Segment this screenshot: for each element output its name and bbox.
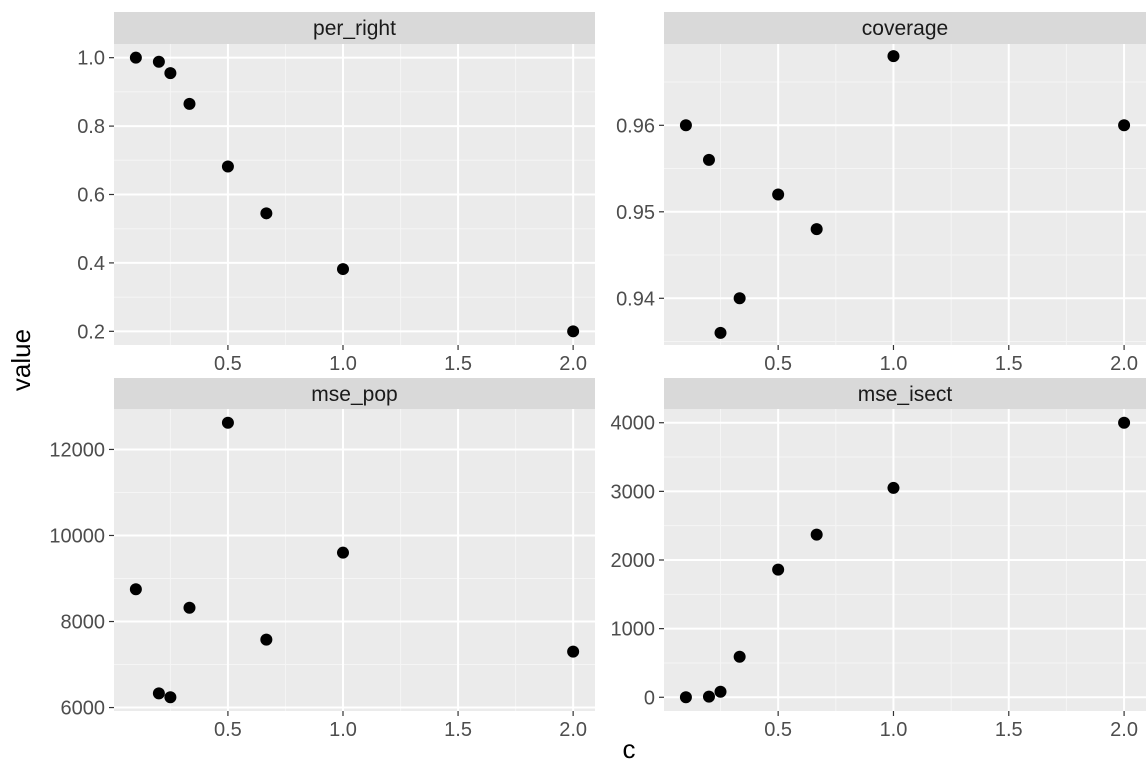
y-tick-label: 0.94 [616, 288, 655, 310]
facet-panel-mse_pop: 0.5 1.0 1.5 2.0 6000 8000 10000 12000 mse_pop [49, 378, 595, 741]
x-tick-label: 1.5 [444, 353, 472, 375]
data-point [152, 687, 165, 700]
data-point [733, 650, 746, 663]
x-tick-label: 2.0 [559, 353, 587, 375]
data-point [221, 160, 234, 173]
data-point [1118, 416, 1131, 429]
x-axis-title: c [623, 734, 636, 764]
facet-strip [664, 12, 1146, 44]
x-tick-label: 0.5 [764, 353, 792, 375]
data-point [1118, 119, 1131, 132]
data-point [702, 153, 715, 166]
data-point [772, 563, 785, 576]
y-tick-label: 10000 [49, 525, 105, 547]
x-tick-label: 1.0 [880, 719, 908, 741]
y-tick-label: 0.2 [77, 321, 105, 343]
data-point [702, 690, 715, 703]
data-point [183, 97, 196, 110]
x-tick-label: 1.5 [444, 719, 472, 741]
data-point [810, 528, 823, 541]
data-point [679, 691, 692, 704]
y-tick-label: 6000 [61, 698, 106, 720]
x-tick-label: 0.5 [214, 353, 242, 375]
panel-background [114, 409, 595, 711]
data-point [336, 546, 349, 559]
y-tick-label: 12000 [49, 439, 105, 461]
data-point [567, 645, 580, 658]
facet-strip [664, 378, 1146, 409]
data-point [714, 685, 727, 698]
y-tick-label: 0.4 [77, 253, 105, 275]
data-point [164, 67, 177, 80]
y-tick-label: 3000 [611, 481, 656, 503]
y-tick-label: 0.95 [616, 202, 655, 224]
x-tick-label: 2.0 [1110, 353, 1138, 375]
data-point [129, 51, 142, 64]
x-tick-label: 1.0 [329, 353, 357, 375]
data-point [567, 325, 580, 338]
facet-strip [114, 378, 595, 409]
data-point [164, 691, 177, 704]
y-axis-title: value [6, 329, 36, 391]
y-tick-label: 1000 [611, 619, 656, 641]
facet-strip [114, 12, 595, 44]
data-point [772, 188, 785, 201]
x-tick-label: 2.0 [559, 719, 587, 741]
x-tick-label: 0.5 [214, 719, 242, 741]
y-tick-label: 0.96 [616, 115, 655, 137]
data-point [714, 326, 727, 339]
data-point [129, 583, 142, 596]
data-point [152, 55, 165, 68]
data-point [183, 601, 196, 614]
x-tick-label: 0.5 [764, 719, 792, 741]
data-point [336, 263, 349, 276]
facet-strip-label: mse_pop [311, 383, 397, 406]
panels-layer: 0.5 1.0 1.5 2.0 0.2 0.4 0.6 0.8 1.0 per_right 0.5 1… [49, 12, 1146, 741]
facet-strip-label: mse_isect [858, 383, 953, 406]
data-point [733, 292, 746, 305]
data-point [260, 633, 273, 646]
y-tick-label: 2000 [611, 550, 656, 572]
x-tick-label: 1.0 [880, 353, 908, 375]
facet-panel-coverage: 0.5 1.0 1.5 2.0 0.94 0.95 0.96 coverage [616, 12, 1146, 375]
facet-panel-per_right: 0.5 1.0 1.5 2.0 0.2 0.4 0.6 0.8 1.0 per_right [77, 12, 595, 375]
facet-panel-mse_isect: 0.5 1.0 1.5 2.0 0 1000 2000 3000 4000 mse_isect [611, 378, 1146, 741]
data-point [260, 207, 273, 220]
y-tick-label: 4000 [611, 413, 656, 435]
y-tick-label: 0.8 [77, 116, 105, 138]
x-tick-label: 2.0 [1110, 719, 1138, 741]
data-point [221, 416, 234, 429]
x-tick-label: 1.5 [995, 719, 1023, 741]
y-tick-label: 0.6 [77, 185, 105, 207]
y-tick-label: 1.0 [77, 48, 105, 70]
data-point [887, 50, 900, 63]
data-point [679, 119, 692, 132]
y-tick-label: 0 [644, 687, 655, 709]
data-point [810, 223, 823, 236]
x-tick-label: 1.0 [329, 719, 357, 741]
data-point [887, 481, 900, 494]
y-tick-label: 8000 [61, 612, 106, 634]
facet-strip-label: coverage [862, 17, 948, 40]
x-tick-label: 1.5 [995, 353, 1023, 375]
facet-strip-label: per_right [313, 17, 396, 40]
